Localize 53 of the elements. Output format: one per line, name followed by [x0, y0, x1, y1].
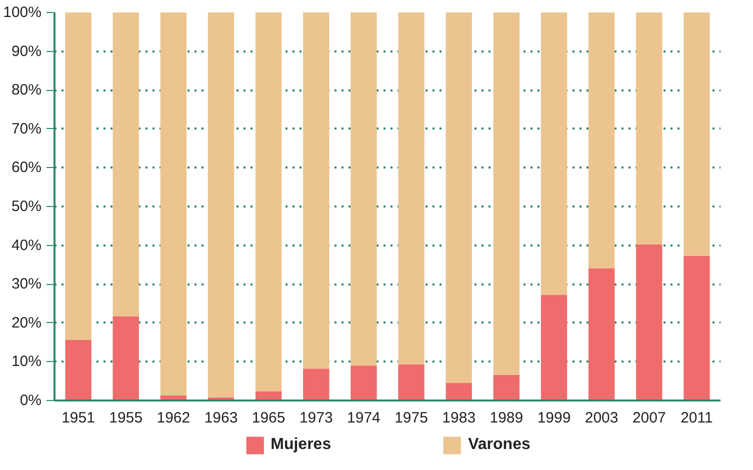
bar [540, 294, 568, 400]
y-tick-label: 100% [3, 4, 42, 21]
x-tick-label: 1962 [156, 410, 190, 426]
y-tick-label: 30% [11, 276, 42, 293]
x-tick-label: 2003 [584, 410, 618, 426]
legend-label: Varones [468, 436, 530, 454]
bar [303, 12, 330, 369]
bar [540, 12, 568, 295]
bar [350, 12, 377, 366]
bar [255, 12, 282, 392]
y-tick-label: 40% [11, 236, 42, 254]
bar [303, 368, 330, 400]
bar [350, 366, 377, 400]
bar [65, 340, 92, 400]
legend-label: Mujeres [270, 436, 332, 454]
bar [446, 12, 472, 384]
x-tick-label: 1989 [490, 410, 524, 426]
bar [636, 12, 662, 245]
bar [65, 12, 92, 340]
y-tick-label: 0% [20, 392, 42, 409]
x-tick-label: 1974 [347, 410, 380, 426]
bar [112, 316, 139, 400]
bar [684, 12, 710, 256]
bar [160, 12, 187, 396]
y-tick-label: 90% [11, 42, 42, 60]
x-tick-label: 1963 [204, 410, 238, 426]
y-tick-label: 50% [11, 198, 42, 215]
bar [446, 383, 472, 400]
bar [588, 12, 615, 268]
x-tick-label: 2011 [680, 410, 713, 426]
bar [255, 391, 282, 400]
x-tick-label: 1973 [299, 410, 333, 426]
x-tick-label: 2007 [632, 410, 666, 426]
bar [588, 268, 615, 400]
y-tick-label: 10% [11, 353, 42, 370]
bar [398, 364, 424, 400]
x-tick-label: 1951 [62, 410, 95, 426]
y-tick-label: 20% [11, 314, 42, 332]
x-tick-label: 1999 [537, 410, 571, 426]
bar [493, 12, 520, 375]
bar [636, 244, 662, 400]
bar [112, 12, 139, 316]
x-tick-label: 1975 [394, 410, 428, 426]
x-tick-label: 1965 [252, 410, 286, 426]
bar [208, 12, 234, 398]
y-tick-label: 70% [11, 120, 42, 138]
y-tick-label: 60% [11, 159, 42, 176]
bar [493, 374, 520, 400]
y-tick-label: 80% [11, 82, 42, 99]
bar [684, 256, 710, 400]
x-tick-label: 1983 [442, 410, 476, 426]
x-tick-label: 1955 [109, 410, 143, 426]
bar [398, 12, 424, 364]
